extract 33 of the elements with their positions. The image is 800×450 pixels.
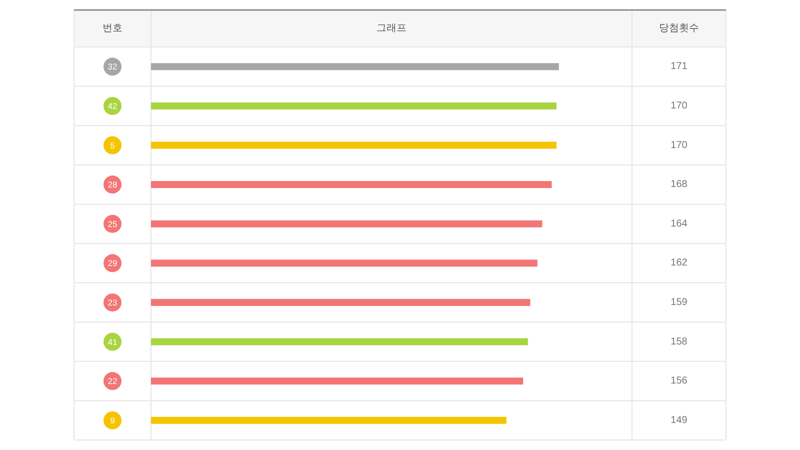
y-tick-label: 5 — [110, 140, 116, 150]
data-label: 171 — [670, 61, 688, 72]
data-label: 158 — [670, 336, 688, 348]
y-tick-label: 32 — [108, 62, 118, 72]
category-label: 22 — [104, 372, 122, 390]
y-tick-label: 41 — [108, 336, 118, 347]
data-label: 162 — [670, 258, 688, 269]
y-tick-label: 23 — [108, 297, 118, 308]
category-label: 9 — [104, 411, 122, 430]
data-label: 168 — [670, 179, 688, 190]
y-tick-label: 25 — [108, 218, 118, 229]
y-tick-label: 28 — [108, 180, 118, 190]
y-tick-label: 22 — [108, 376, 118, 386]
data-label: 149 — [670, 414, 688, 426]
category-label: 41 — [104, 332, 122, 351]
category-label: 28 — [104, 176, 122, 194]
data-label: 170 — [670, 100, 688, 112]
category-label: 25 — [104, 214, 122, 233]
y-tick-label: 29 — [108, 258, 118, 268]
category-label: 32 — [104, 58, 122, 76]
category-label: 42 — [104, 96, 122, 115]
data-label: 164 — [670, 218, 688, 230]
ylabel: 번호 — [102, 23, 122, 34]
category-label: 29 — [104, 254, 122, 272]
category-label: 5 — [104, 136, 122, 154]
data-label: 170 — [670, 140, 688, 151]
annotation: 당첨횟수 — [659, 23, 699, 34]
y-tick-label: 9 — [110, 415, 116, 426]
data-label: 156 — [670, 376, 688, 387]
y-tick-label: 42 — [108, 100, 118, 111]
xlabel: 그래프 — [376, 23, 406, 34]
category-label: 23 — [104, 293, 122, 312]
data-label: 159 — [670, 296, 688, 308]
